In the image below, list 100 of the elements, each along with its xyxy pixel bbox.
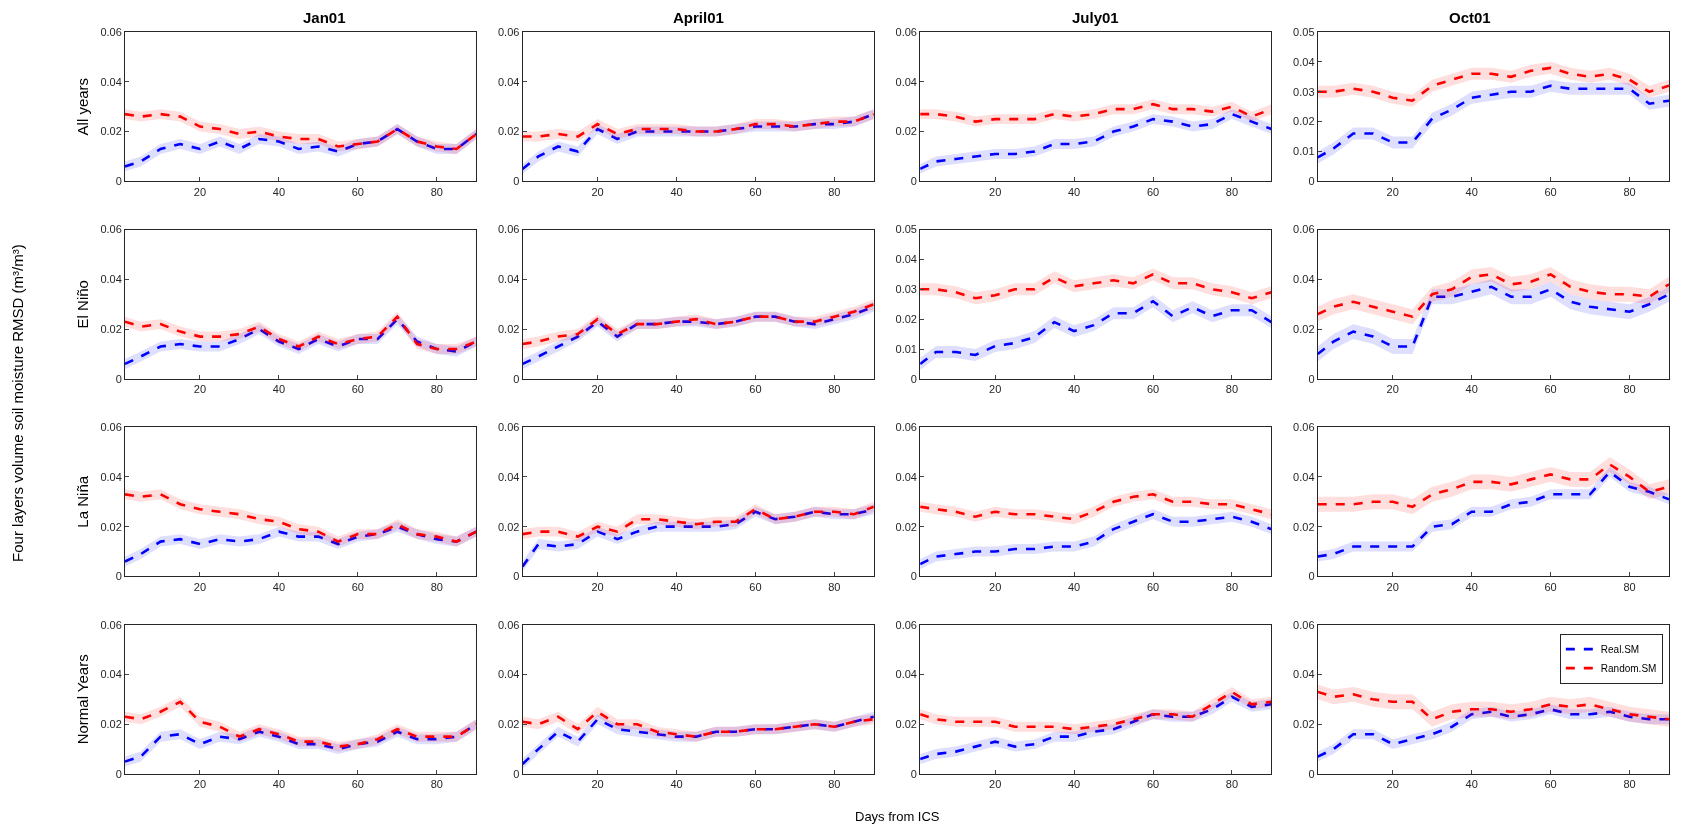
y-tick-label: 0.02	[497, 125, 520, 138]
x-tick-label: 80	[1623, 185, 1636, 198]
x-tick-label: 40	[670, 185, 683, 198]
x-tick-label: 40	[272, 778, 286, 791]
y-tick-label: 0.02	[100, 520, 122, 533]
x-tick-label: 40	[1465, 778, 1478, 791]
x-tick-label: 40	[272, 185, 286, 198]
y-tick-label: 0.05	[895, 223, 917, 236]
x-tick-label: 20	[1386, 778, 1399, 791]
x-tick-label: 60	[1146, 185, 1160, 198]
y-tick-label: 0.06	[497, 618, 520, 631]
y-tick-label: 0.04	[100, 668, 122, 681]
y-tick-label: 0.04	[895, 253, 917, 266]
y-tick-label: 0.04	[1293, 668, 1315, 681]
y-tick-label: 0	[1308, 372, 1315, 385]
x-tick-label: 80	[828, 580, 841, 593]
y-tick-label: 0	[1308, 570, 1315, 583]
y-tick-label: 0.04	[497, 668, 520, 681]
y-tick-label: 0.02	[1293, 115, 1315, 128]
y-tick-label: 0.04	[1293, 273, 1315, 286]
y-tick-label: 0.02	[497, 718, 520, 731]
x-tick-label: 40	[1067, 383, 1081, 396]
x-tick-label: 80	[828, 383, 841, 396]
y-tick-label: 0	[115, 570, 122, 583]
y-tick-label: 0	[513, 175, 520, 188]
y-tick-label: 0.05	[1293, 25, 1315, 38]
x-tick-label: 60	[1544, 185, 1557, 198]
y-tick-label: 0.06	[100, 223, 122, 236]
y-tick-label: 0.04	[497, 470, 520, 483]
y-tick-label: 0.02	[895, 520, 917, 533]
x-tick-label: 20	[193, 185, 207, 198]
y-tick-label: 0.06	[100, 25, 122, 38]
x-tick-label: 60	[1146, 778, 1160, 791]
y-tick-label: 0.04	[895, 668, 917, 681]
x-tick-label: 40	[1465, 185, 1478, 198]
y-tick-label: 0.02	[1293, 322, 1315, 335]
x-tick-label: 20	[1386, 383, 1399, 396]
x-tick-label: 60	[749, 383, 762, 396]
x-tick-label: 60	[1544, 580, 1557, 593]
y-tick-label: 0.02	[895, 125, 917, 138]
y-tick-label: 0	[513, 767, 520, 780]
x-tick-label: 80	[1623, 778, 1636, 791]
x-tick-label: 40	[670, 383, 683, 396]
text: Four layers volume soil moisture RMSD (m³/m³)	[8, 244, 26, 562]
y-tick-label: 0.01	[895, 342, 917, 355]
x-tick-label: 20	[1386, 185, 1399, 198]
y-axis-title: Normal Years	[73, 654, 91, 745]
x-tick-label: 80	[1623, 580, 1636, 593]
x-tick-label: 80	[828, 185, 841, 198]
y-tick-label: 0.02	[497, 520, 520, 533]
y-tick-label: 0.06	[497, 25, 520, 38]
x-tick-label: 80	[430, 185, 443, 198]
y-tick-label: 0.04	[1293, 470, 1315, 483]
x-tick-label: 20	[193, 383, 207, 396]
x-tick-label: 20	[591, 580, 604, 593]
x-tick-label: 20	[989, 778, 1002, 791]
x-tick-label: 60	[351, 185, 364, 198]
y-axis-title: El Niño	[73, 280, 91, 329]
y-tick-label: 0.01	[1293, 145, 1315, 158]
y-tick-label: 0.06	[1293, 420, 1315, 433]
x-tick-label: 20	[193, 580, 207, 593]
y-tick-label: 0.02	[895, 313, 917, 326]
y-tick-label: 0.06	[497, 420, 520, 433]
y-tick-label: 0	[1308, 767, 1315, 780]
y-tick-label: 0.06	[1293, 618, 1315, 631]
y-tick-label: 0.04	[1293, 55, 1315, 68]
x-tick-label: 80	[430, 580, 443, 593]
x-tick-label: 60	[351, 778, 364, 791]
y-tick-label: 0.02	[1293, 718, 1315, 731]
x-tick-label: 60	[351, 580, 364, 593]
x-tick-label: 60	[351, 383, 364, 396]
y-tick-label: 0	[513, 372, 520, 385]
x-tick-label: 20	[591, 383, 604, 396]
y-tick-label: 0	[115, 175, 122, 188]
x-tick-label: 40	[272, 383, 286, 396]
x-tick-label: 80	[1225, 778, 1239, 791]
x-tick-label: 80	[1623, 383, 1636, 396]
x-tick-label: 20	[591, 778, 604, 791]
y-tick-label: 0.02	[895, 718, 917, 731]
y-tick-label: 0	[115, 372, 122, 385]
legend-label: Real.SM	[1600, 643, 1640, 655]
text: Days from ICS	[855, 809, 940, 824]
y-tick-label: 0	[910, 570, 917, 583]
chart-title: Jan01	[303, 9, 346, 26]
x-tick-label: 80	[828, 778, 841, 791]
x-tick-label: 80	[1225, 383, 1239, 396]
y-tick-label: 0	[513, 570, 520, 583]
y-tick-label: 0.02	[1293, 520, 1315, 533]
x-tick-label: 40	[1067, 580, 1081, 593]
x-tick-label: 80	[430, 383, 443, 396]
chart-title: April01	[673, 9, 724, 26]
x-tick-label: 40	[272, 580, 286, 593]
line-series	[1317, 273, 1669, 318]
x-tick-label: 20	[989, 383, 1002, 396]
y-tick-label: 0.06	[497, 223, 520, 236]
y-tick-label: 0.03	[895, 283, 917, 296]
x-tick-label: 20	[193, 778, 207, 791]
x-tick-label: 20	[591, 185, 604, 198]
legend-label: Random.SM	[1600, 662, 1657, 674]
x-tick-label: 80	[1225, 580, 1239, 593]
